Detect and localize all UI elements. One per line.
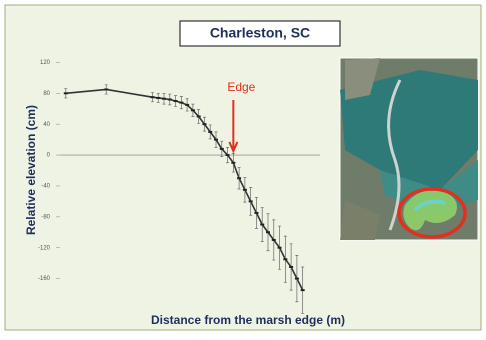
point [104, 88, 108, 90]
y-tick-label: -80 [41, 214, 50, 220]
point [254, 212, 258, 214]
point [266, 231, 270, 233]
point [174, 100, 178, 102]
point [208, 131, 212, 133]
y-tick-label: 40 [43, 122, 50, 128]
point [249, 200, 253, 202]
point [220, 148, 224, 150]
point [243, 189, 247, 191]
y-axis-label: Relative elevation (cm) [24, 105, 38, 235]
point [237, 177, 241, 179]
satellite-photo [340, 58, 478, 240]
point [278, 247, 282, 249]
point [260, 224, 264, 226]
y-tick-label: -120 [38, 245, 51, 251]
annotation: Edge [227, 80, 255, 94]
point [231, 162, 235, 164]
point [64, 92, 68, 94]
point [168, 98, 172, 100]
y-tick-label: -40 [41, 184, 50, 190]
point [289, 266, 293, 268]
point [283, 258, 287, 260]
point [301, 289, 305, 291]
y-tick-label: -160 [38, 276, 51, 282]
point [156, 97, 160, 99]
point [226, 154, 230, 156]
y-tick-label: 80 [43, 91, 50, 97]
point [150, 96, 154, 98]
point [179, 102, 183, 104]
x-axis-label: Distance from the marsh edge (m) [151, 313, 345, 327]
slide: Charleston, SC Relative elevation (cm) D… [0, 0, 486, 335]
point [197, 115, 201, 117]
point [214, 139, 218, 141]
point [162, 98, 166, 100]
point [185, 104, 189, 106]
point [202, 123, 206, 125]
point [191, 109, 195, 111]
point [272, 239, 276, 241]
y-tick-label: 120 [40, 60, 51, 66]
point [295, 278, 299, 280]
chart-title: Charleston, SC [210, 25, 310, 41]
